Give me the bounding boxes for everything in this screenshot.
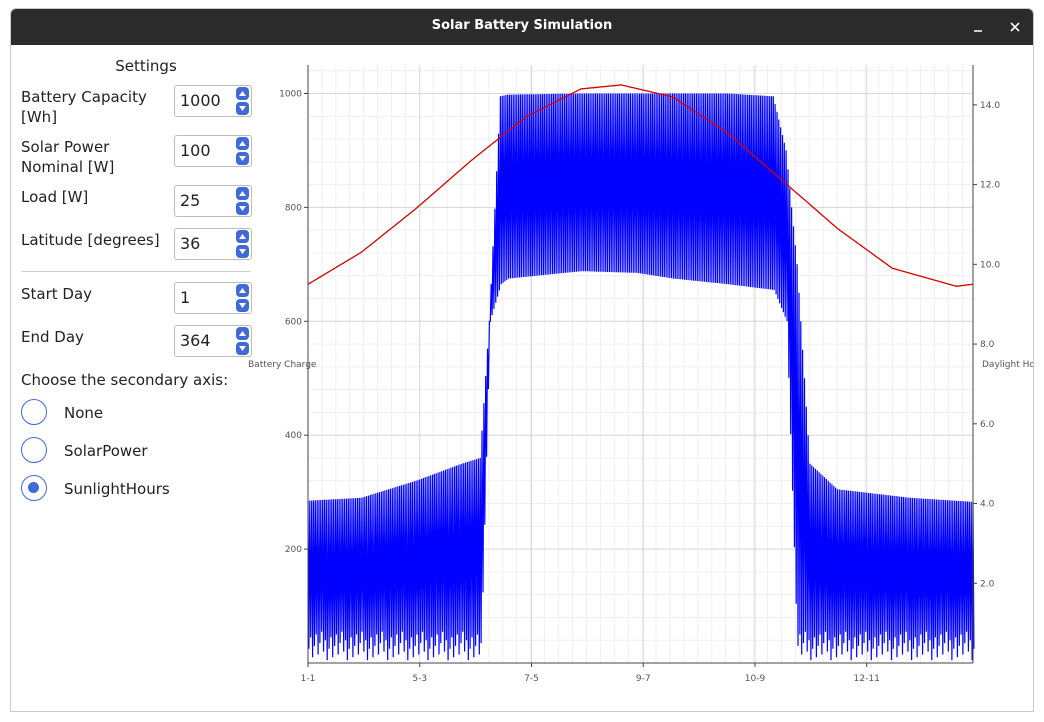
y-tick-label: 800: [285, 203, 302, 213]
y-tick-label: 600: [285, 317, 302, 327]
x-tick-label: 7-5: [524, 674, 539, 684]
y-tick-label: 200: [285, 545, 302, 555]
load-spinbox[interactable]: 25: [174, 185, 252, 217]
increment-arrow-icon[interactable]: [236, 327, 249, 340]
end-day-value[interactable]: 364: [180, 331, 211, 350]
y2-tick-label: 14.0: [980, 101, 1000, 111]
x-tick-label: 5-3: [412, 674, 427, 684]
x-tick-label: 10-9: [745, 674, 766, 684]
increment-arrow-icon[interactable]: [236, 230, 249, 243]
decrement-arrow-icon[interactable]: [236, 102, 249, 115]
battery-charge-series: [307, 93, 975, 661]
x-tick-label: 1-1: [301, 674, 316, 684]
solar-power-spinbox[interactable]: 100: [174, 135, 252, 167]
minimize-icon[interactable]: [969, 17, 989, 37]
radio-sunlighthours-label[interactable]: SunlightHours: [64, 480, 170, 498]
chart-axes: [304, 65, 977, 667]
radio-none-label[interactable]: None: [64, 404, 104, 422]
end-day-spinbox[interactable]: 364: [174, 325, 252, 357]
y2-tick-label: 8.0: [980, 340, 995, 350]
latitude-value[interactable]: 36: [180, 234, 201, 253]
decrement-arrow-icon[interactable]: [236, 152, 249, 165]
settings-title: Settings: [115, 57, 177, 75]
start-day-value[interactable]: 1: [180, 288, 191, 307]
battery-capacity-label: Battery Capacity [Wh]: [21, 88, 147, 126]
decrement-arrow-icon[interactable]: [236, 245, 249, 258]
load-label: Load [W]: [21, 188, 89, 206]
settings-divider: [21, 271, 251, 272]
battery-charge-line: [307, 93, 975, 661]
radio-solarpower-label[interactable]: SolarPower: [64, 442, 148, 460]
daylight-hours-series: [307, 84, 974, 287]
close-icon[interactable]: [1005, 17, 1025, 37]
radio-solarpower[interactable]: [21, 437, 47, 463]
y2-tick-label: 2.0: [980, 579, 995, 589]
battery-capacity-spinbox[interactable]: 1000: [174, 85, 252, 117]
radio-selected-dot: [28, 482, 39, 493]
decrement-arrow-icon[interactable]: [236, 342, 249, 355]
y2-tick-label: 4.0: [980, 500, 995, 510]
increment-arrow-icon[interactable]: [236, 137, 249, 150]
radio-sunlighthours[interactable]: [21, 475, 47, 501]
radio-none[interactable]: [21, 399, 47, 425]
latitude-label: Latitude [degrees]: [21, 231, 160, 249]
y2-tick-label: 6.0: [980, 420, 995, 430]
decrement-arrow-icon[interactable]: [236, 299, 249, 312]
daylight-hours-line: [307, 84, 974, 287]
x-tick-label: 12-11: [854, 674, 880, 684]
window-title: Solar Battery Simulation: [431, 18, 613, 33]
latitude-spinbox[interactable]: 36: [174, 228, 252, 260]
app-window: Solar Battery Simulation Settings Batter…: [10, 8, 1034, 712]
secondary-axis-prompt: Choose the secondary axis:: [21, 371, 229, 389]
end-day-label: End Day: [21, 328, 84, 346]
decrement-arrow-icon[interactable]: [236, 202, 249, 215]
title-bar: Solar Battery Simulation: [11, 9, 1033, 45]
y2-tick-label: 10.0: [980, 260, 1000, 270]
y2-tick-label: 12.0: [980, 181, 1000, 191]
y-tick-label: 400: [285, 431, 302, 441]
x-tick-label: 9-7: [636, 674, 651, 684]
solar-power-value[interactable]: 100: [180, 141, 211, 160]
solar-power-label: Solar Power Nominal [W]: [21, 138, 115, 176]
start-day-label: Start Day: [21, 285, 93, 303]
y2-axis-label: Daylight Ho: [982, 360, 1033, 370]
load-value[interactable]: 25: [180, 191, 201, 210]
increment-arrow-icon[interactable]: [236, 284, 249, 297]
chart-labels: 200 400 600 800 1000 2.0 4.0 6.0 8.0 10.0 12.0 14.0…: [248, 89, 1033, 684]
y-axis-label: Battery Charge: [248, 360, 317, 370]
increment-arrow-icon[interactable]: [236, 87, 249, 100]
increment-arrow-icon[interactable]: [236, 187, 249, 200]
start-day-spinbox[interactable]: 1: [174, 282, 252, 314]
battery-capacity-value[interactable]: 1000: [180, 91, 221, 110]
y-tick-label: 1000: [279, 89, 302, 99]
simulation-chart: 200 400 600 800 1000 2.0 4.0 6.0 8.0 10.0 12.0 14.0…: [248, 65, 1033, 684]
